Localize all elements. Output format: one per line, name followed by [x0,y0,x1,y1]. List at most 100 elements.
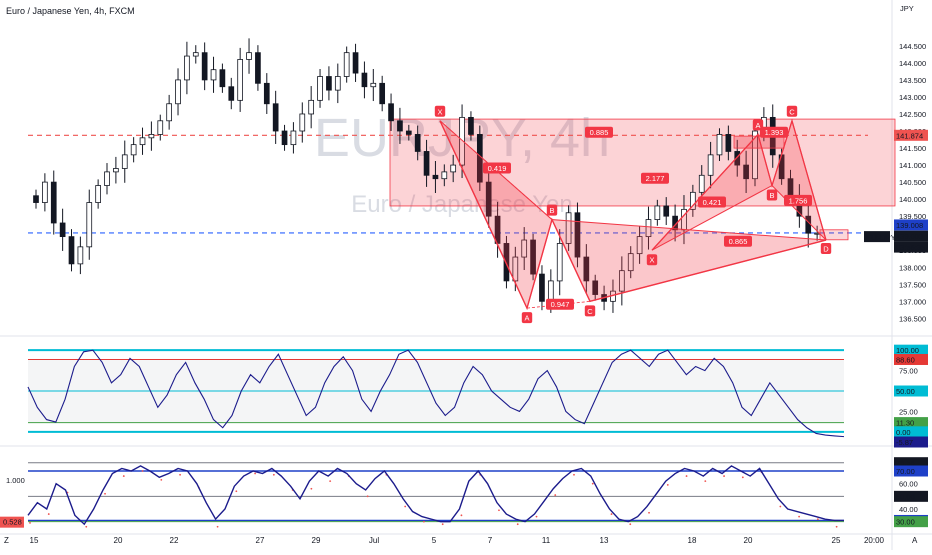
candle-body [246,52,252,60]
pattern-point-x: X [437,107,442,116]
candle-body [512,256,519,282]
ratio-label-bg [641,172,669,184]
stoch-level-badge: 100.00 [896,346,919,355]
inner-ratio-label-bg [698,196,726,208]
candle-body [450,164,457,173]
rsi-dot [160,478,163,481]
rsi-dot [516,523,519,526]
rsi-dot [104,492,106,495]
chart-title: Euro / Japanese Yen, 4h, FXCM [6,6,135,16]
time-tick-label: 20 [114,536,123,545]
rsi-dot [141,470,144,472]
watermark-name: Euro / Japanese Yen [351,191,573,218]
rsi-dot [216,525,219,528]
candle-body [281,130,288,146]
candle-body [530,239,536,275]
candle-body [139,137,146,146]
stoch-level-badge-bg [894,417,928,429]
ratio-label: 0.885 [590,128,609,137]
candle-body [334,76,341,91]
rsi-level-badge-bg [894,465,928,477]
candle-body [397,120,403,132]
candle-body [441,171,448,180]
time-tick-label: 13 [600,536,609,545]
pattern-point-c: C [587,307,593,316]
inner-ratio-label: 0.421 [703,198,722,207]
candle-body [228,86,235,101]
time-tick-label: 20:00 [864,536,885,545]
stoch-level-badge: 0.00 [896,428,911,437]
candle-body [317,76,323,101]
countdown-badge-bg [894,241,928,253]
rsi-dot [798,515,801,518]
candle-body [299,113,306,132]
rsi-dot [554,494,557,496]
axis-end-label: A [912,536,918,545]
candle-body [432,174,439,180]
pattern-point-d: D [823,245,829,254]
candle-body [68,236,75,265]
candle-body [556,243,563,282]
rsi-dot [404,505,407,508]
candle-body [539,273,545,302]
candle-body [654,205,661,220]
price-tick-label: 140.500 [899,178,926,187]
time-tick-label: 22 [170,536,179,545]
last-price-badge: 139.003 [896,232,923,241]
stoch-line [27,349,845,438]
stoch-level-badge-bg [894,385,928,397]
pattern-point-x-bg [434,105,446,117]
candle-body [263,82,270,105]
candle-body [583,256,590,282]
rsi-dot [441,523,444,526]
candle-body [157,120,164,135]
candle-body [547,280,554,302]
stoch-level-badge-bg [894,353,928,365]
candle-body [255,52,261,84]
candle-body [459,116,465,166]
candle-body [148,134,155,139]
rsi-left-tick: 1.000 [6,476,25,485]
pattern-point-c-bg [584,305,596,317]
symbol-tag-bg [864,231,890,243]
price-badge-red-bg [894,129,928,141]
ratio-label-bg [724,235,752,247]
candle-body [521,239,528,258]
inner-pattern-path [651,118,827,251]
time-tick-label: 11 [542,536,551,545]
rsi-dot [47,513,50,515]
stoch-level-badge: 50.00 [896,387,915,396]
candle-body [326,76,332,91]
candle-body [565,212,572,244]
candle-body [361,72,368,88]
rsi-level-badge: 70.00 [896,467,915,476]
price-tick-label: 139.500 [899,212,926,221]
rsi-left-badge: 0.528 [3,518,22,527]
candle-body [50,181,57,224]
stoch-level-badge: 88.60 [896,355,915,364]
rsi-dot [272,473,275,476]
candle-body [104,171,110,186]
stoch-level-badge-bg [894,344,928,356]
price-tick-label: 137.000 [899,297,926,306]
price-badge-red: 141.874 [896,131,923,140]
price-tick-label: 144.500 [899,42,926,51]
price-badge-blue-bg [894,219,928,231]
rsi-dot [179,473,181,476]
candle-body [370,82,377,88]
ratio-label: 2.177 [646,174,665,183]
rsi-level-badge-bg [894,516,928,528]
candle-body [184,55,190,81]
candle-body [645,219,652,238]
candle-body [636,236,643,255]
rsi-dot [816,518,819,521]
candle-body [175,79,181,105]
candle-body [485,181,492,217]
rsi-dot [591,482,594,485]
rsi-dot [29,522,31,524]
inner-point-x: X [649,256,654,265]
rsi-level-badge-bg [894,490,928,502]
inner-point-b-bg [766,189,778,201]
